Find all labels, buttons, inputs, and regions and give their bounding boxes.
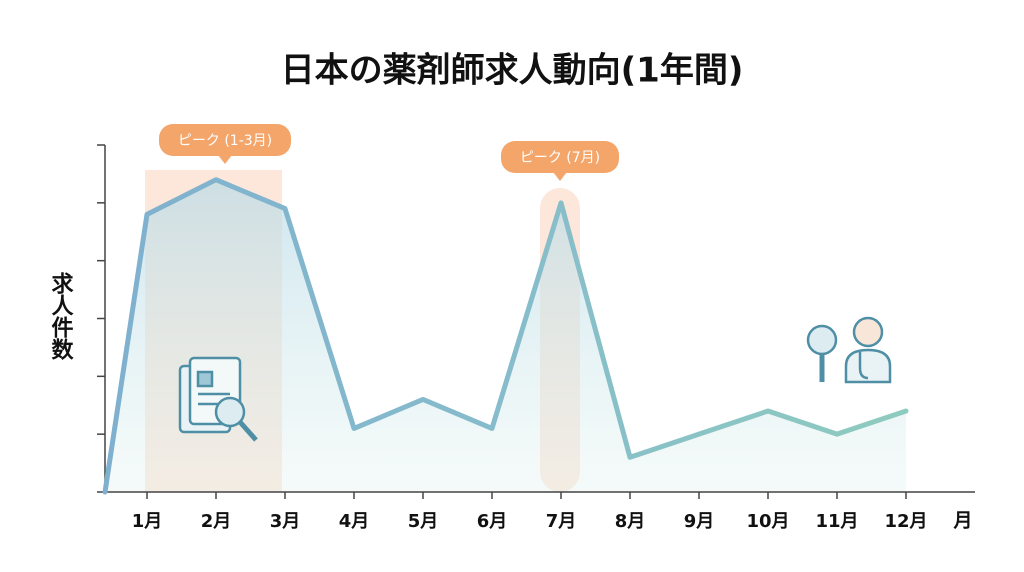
area: [105, 179, 906, 492]
x-tick-label: 8月: [615, 511, 646, 532]
x-tick-label: 1月: [132, 511, 163, 532]
x-tick-label: 12月: [884, 511, 927, 532]
annotation-text: ピーク (7月): [520, 150, 600, 166]
annotation: ピーク (1-3月): [159, 124, 291, 164]
x-tick-label: 6月: [477, 511, 508, 532]
annotation-pointer: [218, 155, 232, 164]
annotation-pointer: [553, 172, 567, 181]
x-tick-label: 7月: [546, 511, 577, 532]
annotation-bubble: [159, 124, 291, 156]
x-tick-label: 10月: [746, 511, 789, 532]
y-axis-label: 求人件数: [48, 272, 74, 361]
annotation: ピーク (7月): [501, 141, 619, 181]
line: [102, 177, 909, 495]
x-tick-label: 11月: [815, 511, 858, 532]
icons: [178, 316, 892, 442]
x-tick-label: 5月: [408, 511, 439, 532]
x-tick-label: 2月: [201, 511, 232, 532]
x-tick-label: 3月: [270, 511, 301, 532]
annotation-bubble: [501, 141, 619, 173]
x-tick-label: 4月: [339, 511, 370, 532]
x-tick-label: 9月: [684, 511, 715, 532]
x-axis-label: 月: [952, 510, 972, 532]
annotation-text: ピーク (1-3月): [178, 133, 272, 149]
chart-title: 日本の薬剤師求人動向(1年間): [281, 51, 744, 91]
